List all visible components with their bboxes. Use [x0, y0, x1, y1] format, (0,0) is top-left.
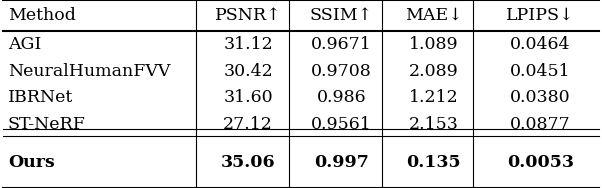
Text: 31.60: 31.60: [223, 89, 273, 106]
Text: 0.9561: 0.9561: [311, 116, 371, 133]
Text: 30.42: 30.42: [223, 63, 273, 80]
Text: 27.12: 27.12: [223, 116, 273, 133]
Text: 2.153: 2.153: [409, 116, 458, 133]
Text: 0.0451: 0.0451: [510, 63, 571, 80]
Text: 31.12: 31.12: [223, 36, 273, 53]
Text: 1.089: 1.089: [409, 36, 458, 53]
Text: 0.986: 0.986: [317, 89, 366, 106]
Text: Ours: Ours: [8, 154, 55, 171]
Text: 0.9671: 0.9671: [311, 36, 371, 53]
Text: ST-NeRF: ST-NeRF: [8, 116, 85, 133]
Text: AGI: AGI: [8, 36, 41, 53]
Text: IBRNet: IBRNet: [8, 89, 73, 106]
Text: 2.089: 2.089: [409, 63, 458, 80]
Text: NeuralHumanFVV: NeuralHumanFVV: [8, 63, 170, 80]
Text: 0.0464: 0.0464: [510, 36, 571, 53]
Text: 0.0380: 0.0380: [510, 89, 571, 106]
Text: 0.135: 0.135: [406, 154, 461, 171]
Text: 35.06: 35.06: [221, 154, 275, 171]
Text: 0.0053: 0.0053: [507, 154, 574, 171]
Text: Method: Method: [8, 7, 76, 24]
Text: PSNR↑: PSNR↑: [215, 7, 281, 24]
Text: LPIPS↓: LPIPS↓: [506, 7, 575, 24]
Text: 0.997: 0.997: [314, 154, 369, 171]
Text: MAE↓: MAE↓: [405, 7, 462, 24]
Text: 1.212: 1.212: [409, 89, 458, 106]
Text: 0.9708: 0.9708: [311, 63, 371, 80]
Text: SSIM↑: SSIM↑: [310, 7, 373, 24]
Text: 0.0877: 0.0877: [510, 116, 571, 133]
